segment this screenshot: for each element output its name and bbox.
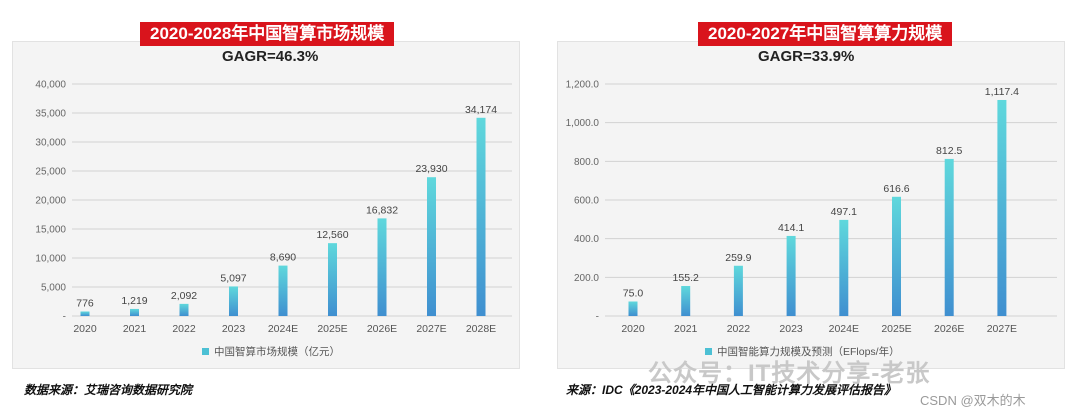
market-bar-2023: [229, 286, 238, 316]
compute-bar-2020: [628, 301, 638, 316]
compute-bar-2025E: [892, 196, 901, 316]
market-data-label: 23,930: [415, 163, 447, 175]
wechat-watermark: 公众号：IT技术分享-老张: [648, 360, 931, 387]
compute-scale-bar-chart: - 200.0 400.0 600.0 800.0 1,000.0 1,200.0 75.0 2…: [566, 80, 1057, 358]
market-y-tick-label: 20,000: [35, 196, 66, 207]
market-y-tick-label: 15,000: [35, 225, 66, 236]
market-y-tick-label: 25,000: [35, 167, 66, 178]
market-x-tick-label: 2027E: [416, 323, 446, 335]
market-x-tick-label: 2025E: [317, 323, 347, 335]
compute-x-tick-label: 2025E: [881, 323, 911, 335]
market-data-label: 12,560: [316, 229, 348, 241]
compute-x-tick-label: 2024E: [829, 323, 859, 335]
compute-data-label: 414.1: [778, 222, 804, 234]
market-bar-2027E: [427, 177, 436, 316]
compute-y-tick-label: 800.0: [574, 157, 599, 168]
market-data-label: 1,219: [121, 295, 147, 307]
market-y-tick-label: 10,000: [35, 254, 66, 265]
market-y-tick-label: 30,000: [35, 138, 66, 149]
market-bar-2024E: [278, 265, 288, 316]
compute-x-tick-label: 2022: [727, 323, 751, 335]
compute-y-tick-label: 1,000.0: [566, 118, 600, 129]
compute-cagr-label: GAGR=33.9%: [758, 48, 855, 65]
chart-panel-compute: [557, 41, 1065, 369]
market-y-tick-label: 5,000: [41, 283, 66, 294]
compute-bar-2022: [733, 265, 743, 316]
compute-chart-title: 2020-2027年中国智算算力规模: [698, 22, 953, 46]
compute-bar-2027E: [997, 99, 1007, 316]
market-chart-title: 2020-2028年中国智算市场规模: [140, 22, 395, 46]
compute-y-tick-label: 1,200.0: [566, 80, 600, 91]
compute-source-note: 来源：IDC《2023-2024年中国人工智能计算力发展评估报告》: [566, 383, 897, 397]
market-x-tick-label: 2021: [123, 323, 147, 335]
market-y-tick-label: 40,000: [35, 80, 66, 91]
market-cagr-label: GAGR=46.3%: [222, 48, 319, 65]
market-bar-2028E: [476, 117, 486, 316]
market-bar-2026E: [377, 218, 387, 316]
market-data-label: 776: [76, 297, 94, 309]
market-legend-label: 中国智算市场规模（亿元）: [214, 345, 340, 358]
compute-bar-2026E: [944, 158, 954, 316]
market-data-label: 8,690: [270, 252, 296, 264]
compute-data-label: 155.2: [673, 272, 699, 284]
market-y-tick-label: -: [63, 312, 66, 323]
market-legend-swatch: [202, 348, 209, 355]
compute-legend-label: 中国智能算力规模及预测（EFlops/年）: [717, 345, 900, 358]
market-bar-2021: [130, 308, 139, 316]
compute-data-label: 259.9: [725, 252, 751, 264]
compute-x-tick-label: 2023: [779, 323, 803, 335]
compute-data-label: 616.6: [883, 183, 909, 195]
market-x-tick-label: 2024E: [268, 323, 298, 335]
market-data-label: 34,174: [465, 104, 497, 116]
compute-x-tick-label: 2021: [674, 323, 698, 335]
compute-x-tick-label: 2026E: [934, 323, 964, 335]
market-data-label: 5,097: [220, 272, 246, 284]
compute-x-tick-label: 2027E: [987, 323, 1017, 335]
compute-bar-2021: [681, 285, 691, 316]
market-data-label: 16,832: [366, 204, 398, 216]
market-source-note: 数据来源：艾瑞咨询数据研究院: [24, 383, 193, 397]
market-size-bar-chart: - 5,000 10,000 15,000 20,000 25,000 30,000 35,0…: [35, 80, 512, 358]
compute-y-tick-label: 200.0: [574, 273, 599, 284]
compute-bar-2024E: [839, 219, 849, 316]
compute-data-label: 497.1: [831, 206, 857, 218]
market-x-tick-label: 2020: [73, 323, 97, 335]
market-x-tick-label: 2023: [222, 323, 246, 335]
compute-bar-2023: [786, 235, 796, 316]
compute-y-tick-label: -: [596, 312, 599, 323]
market-x-tick-label: 2026E: [367, 323, 397, 335]
market-x-tick-label: 2022: [172, 323, 196, 335]
compute-y-tick-label: 400.0: [574, 234, 599, 245]
csdn-credit: CSDN @双木的木: [920, 393, 1026, 408]
market-x-tick-label: 2028E: [466, 323, 496, 335]
market-bar-2025E: [328, 243, 337, 316]
compute-data-label: 1,117.4: [985, 86, 1019, 98]
compute-data-label: 812.5: [936, 145, 962, 157]
compute-legend-swatch: [705, 348, 712, 355]
market-y-tick-label: 35,000: [35, 109, 66, 120]
compute-data-label: 75.0: [623, 288, 644, 300]
compute-y-tick-label: 600.0: [574, 196, 599, 207]
market-data-label: 2,092: [171, 290, 197, 302]
market-bar-2022: [179, 303, 189, 316]
compute-x-tick-label: 2020: [621, 323, 645, 335]
market-bar-2020: [80, 311, 90, 316]
